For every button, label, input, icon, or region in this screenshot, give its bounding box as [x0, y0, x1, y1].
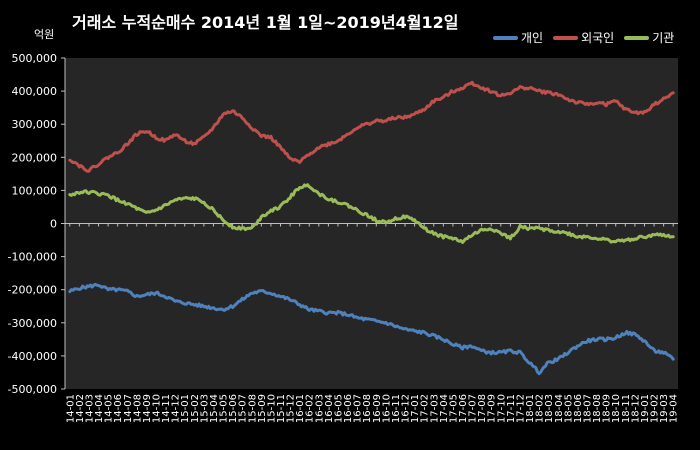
x-tick-label: 17-10: [496, 394, 507, 423]
x-tick-label: 14-10: [151, 394, 162, 423]
y-axis-unit-label: 억원: [34, 28, 55, 41]
x-tick-label: 15-09: [257, 394, 268, 423]
x-tick-label: 15-05: [219, 394, 230, 423]
y-tick-label: -100,000: [8, 251, 57, 264]
x-tick-label: 17-04: [439, 394, 450, 423]
x-tick-label: 16-10: [381, 394, 392, 423]
x-tick-label: 17-07: [468, 394, 479, 423]
y-tick-label: -200,000: [8, 284, 57, 297]
x-tick-label: 14-04: [94, 394, 105, 423]
x-tick-label: 16-09: [372, 394, 383, 423]
x-tick-label: 18-09: [602, 394, 613, 423]
x-tick-label: 17-11: [506, 394, 517, 423]
series-line-retail: [68, 282, 675, 376]
x-tick-label: 16-07: [353, 394, 364, 423]
x-tick-label: 16-08: [362, 394, 373, 423]
legend-swatch-retail: [493, 35, 518, 40]
x-tick-label: 15-02: [190, 394, 201, 423]
x-tick-label: 14-03: [84, 394, 95, 423]
x-tick-label: 18-11: [621, 394, 632, 423]
y-tick-label: 100,000: [12, 184, 58, 197]
x-tick-label: 18-08: [592, 394, 603, 423]
x-tick-label: 16-05: [333, 394, 344, 423]
x-tick-label: 17-09: [487, 394, 498, 423]
x-tick-label: 16-12: [401, 394, 412, 423]
x-tick-label: 16-01: [295, 394, 306, 423]
x-tick-label: 18-05: [563, 394, 574, 423]
x-tick-label: 15-07: [238, 394, 249, 423]
x-tick-label: 16-03: [314, 394, 325, 423]
x-tick-label: 15-06: [228, 394, 239, 423]
legend-label-foreign: 외국인: [581, 31, 615, 45]
x-tick-label: 14-07: [123, 394, 134, 423]
series-line-foreign: [68, 80, 675, 173]
x-tick-label: 16-04: [324, 394, 335, 423]
y-tick-label: 200,000: [12, 151, 58, 164]
x-tick-label: 15-10: [266, 394, 277, 423]
y-tick-label: 500,000: [12, 52, 58, 65]
x-tick-label: 14-08: [132, 394, 143, 423]
x-tick-label: 14-06: [113, 394, 124, 423]
legend-label-retail: 개인: [521, 31, 544, 45]
legend-swatch-foreign: [553, 35, 579, 40]
x-tick-label: 18-03: [544, 394, 555, 423]
x-tick-label: 16-02: [305, 394, 316, 423]
x-tick-label: 17-06: [458, 394, 469, 423]
x-tick-label: 15-08: [247, 394, 258, 423]
x-tick-label: 14-01: [65, 394, 76, 423]
x-tick-label: 17-02: [420, 394, 431, 423]
x-tick-label: 18-02: [535, 394, 546, 423]
series-line-institution: [68, 183, 675, 244]
x-tick-label: 17-12: [515, 394, 526, 423]
x-tick-label: 17-01: [410, 394, 421, 423]
x-tick-label: 19-03: [659, 394, 670, 423]
x-tick-label: 18-07: [583, 394, 594, 423]
legend-item-retail: 개인: [493, 29, 543, 46]
legend-item-foreign: 외국인: [553, 29, 614, 46]
x-tick-label: 19-01: [640, 394, 651, 423]
x-tick-label: 19-02: [650, 394, 661, 423]
y-tick-label: -500,000: [8, 383, 57, 396]
x-tick-label: 18-10: [611, 394, 622, 423]
legend: 개인 외국인 기관: [493, 29, 674, 46]
x-tick-label: 15-12: [286, 394, 297, 423]
legend-swatch-institution: [624, 35, 650, 40]
y-tick-label: -300,000: [8, 317, 57, 330]
x-tick-label: 18-04: [554, 394, 565, 423]
x-tick-label: 18-12: [630, 394, 641, 423]
x-tick-label: 14-11: [161, 394, 172, 423]
x-tick-label: 17-08: [477, 394, 488, 423]
legend-label-institution: 기관: [652, 31, 675, 45]
y-tick-label: 300,000: [12, 118, 58, 131]
x-tick-label: 17-03: [429, 394, 440, 423]
x-tick-label: 14-02: [75, 394, 86, 423]
x-tick-label: 18-01: [525, 394, 536, 423]
y-tick-label: -400,000: [8, 350, 57, 363]
y-tick-label: 400,000: [12, 85, 58, 98]
y-tick-label: 0: [50, 218, 57, 231]
x-tick-label: 14-05: [104, 394, 115, 423]
x-tick-label: 14-09: [142, 394, 153, 423]
x-tick-label: 15-01: [180, 394, 191, 423]
x-tick-label: 16-06: [343, 394, 354, 423]
x-tick-label: 19-04: [669, 394, 680, 423]
x-tick-label: 17-05: [448, 394, 459, 423]
chart-title: 거래소 누적순매수 2014년 1월 1일~2019년4월12일: [72, 13, 459, 32]
x-tick-label: 15-11: [276, 394, 287, 423]
x-tick-label: 15-03: [199, 394, 210, 423]
legend-item-institution: 기관: [624, 29, 674, 46]
x-tick-label: 18-06: [573, 394, 584, 423]
x-tick-label: 14-12: [171, 394, 182, 423]
x-tick-label: 16-11: [391, 394, 402, 423]
x-tick-label: 15-04: [209, 394, 220, 423]
